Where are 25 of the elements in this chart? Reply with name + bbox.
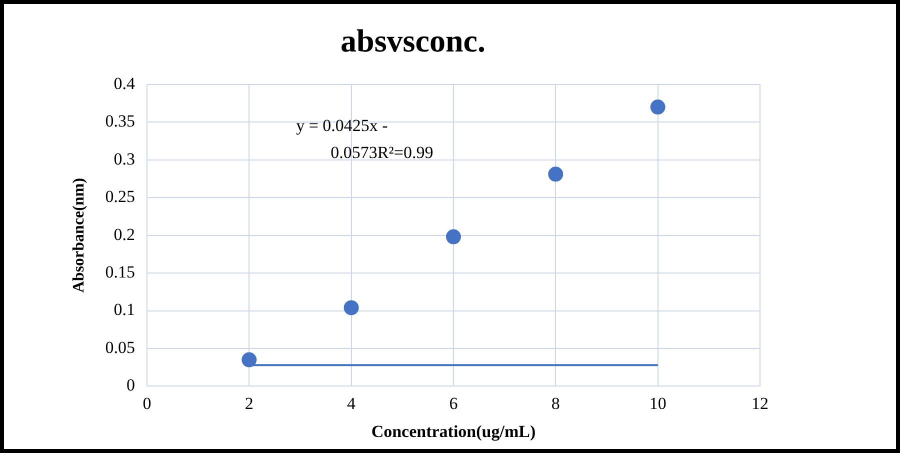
x-tick-label: 12 (752, 394, 768, 413)
point (242, 352, 257, 368)
y-tick-label: 0.35 (105, 112, 135, 131)
x-tick-label: 8 (551, 394, 560, 413)
x-tick-label: 6 (449, 394, 458, 413)
x-tick-label: 2 (244, 394, 254, 413)
x-tick-label: 10 (649, 394, 666, 413)
annotation: y = 0.0425x - 0.0573R²=0.99 (296, 116, 434, 162)
y-tick-label: 0.4 (114, 74, 136, 93)
chart-title: absvsconc. (340, 22, 486, 58)
point (650, 100, 666, 115)
x-tick-label: 0 (142, 394, 152, 413)
x-tick-label: 4 (347, 394, 356, 413)
y-tick-label: 0.25 (105, 187, 135, 206)
point (446, 229, 461, 244)
y-tick-label: 0.3 (114, 149, 135, 168)
y-tick-label: 0.2 (114, 224, 135, 244)
y-tick-label: 0.15 (105, 262, 135, 282)
y-tick-label: 0.1 (114, 300, 135, 320)
point (548, 166, 564, 182)
y-tick-label: 0 (126, 376, 135, 395)
x-axis-title: Concentration(ug/mL) (371, 422, 536, 442)
y-tick-label: 0.05 (105, 338, 135, 357)
y-axis-title: Absorbance(nm) (70, 178, 88, 293)
point (344, 300, 359, 316)
